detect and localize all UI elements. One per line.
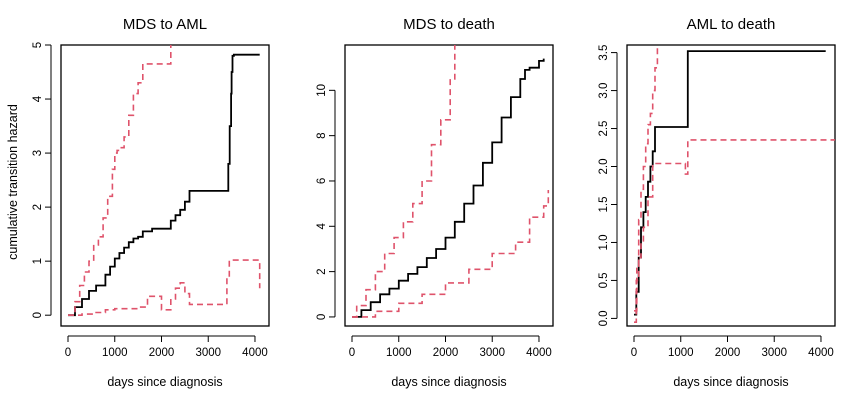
y-tick-label: 2.0 bbox=[598, 159, 610, 175]
x-tick-label: 1000 bbox=[386, 347, 412, 359]
x-tick-label: 4000 bbox=[808, 347, 834, 359]
y-tick-label: 0.5 bbox=[598, 272, 610, 288]
x-axis-label: days since diagnosis bbox=[673, 375, 788, 389]
lower-ci-line bbox=[68, 259, 261, 316]
y-tick-label: 8 bbox=[316, 132, 328, 138]
y-tick-label: 4 bbox=[32, 95, 44, 102]
x-tick-label: 1000 bbox=[102, 347, 128, 359]
plot-frame bbox=[60, 44, 270, 327]
y-tick-label: 2 bbox=[316, 268, 328, 274]
y-tick-label: 3 bbox=[32, 150, 44, 156]
y-tick-label: 1.0 bbox=[598, 234, 610, 250]
x-tick-label: 3000 bbox=[195, 347, 221, 359]
upper-ci-line bbox=[68, 45, 172, 316]
x-tick-label: 3000 bbox=[479, 347, 505, 359]
x-tick-label: 1000 bbox=[668, 347, 694, 359]
y-tick-label: 6 bbox=[316, 178, 328, 184]
estimate-line bbox=[634, 50, 826, 316]
x-tick-label: 0 bbox=[65, 347, 71, 359]
y-tick-label: 2.5 bbox=[598, 121, 610, 137]
x-axis-label: days since diagnosis bbox=[107, 375, 222, 389]
x-tick-label: 4000 bbox=[242, 347, 268, 359]
y-tick-label: 0.0 bbox=[598, 310, 610, 326]
lower-ci-line bbox=[634, 139, 835, 323]
x-tick-label: 2000 bbox=[149, 347, 175, 359]
panel-3: AML to death 0 1000 2000 3000 4000 0.0 0.5 1.0 1.… bbox=[598, 16, 836, 389]
y-tick-label: 10 bbox=[316, 84, 328, 97]
estimate-line bbox=[68, 53, 260, 317]
series-group bbox=[352, 45, 550, 318]
estimate-line bbox=[352, 58, 545, 318]
x-tick-label: 0 bbox=[349, 347, 355, 359]
upper-ci-line bbox=[352, 45, 456, 318]
plot-frame bbox=[344, 44, 554, 327]
y-tick-label: 4 bbox=[316, 222, 328, 229]
y-tick-label: 1.5 bbox=[598, 196, 610, 212]
series-group bbox=[634, 45, 835, 323]
y-tick-label: 0 bbox=[32, 312, 44, 318]
panel-title: AML to death bbox=[687, 16, 776, 33]
y-tick-label: 5 bbox=[32, 42, 44, 48]
panel-title: MDS to AML bbox=[123, 16, 207, 33]
upper-ci-line bbox=[634, 45, 659, 312]
y-tick-label: 2 bbox=[32, 204, 44, 210]
y-tick-label: 0 bbox=[316, 314, 328, 320]
x-tick-label: 0 bbox=[631, 347, 637, 359]
plot-frame bbox=[626, 44, 836, 327]
x-tick-label: 2000 bbox=[433, 347, 459, 359]
y-tick-label: 3.0 bbox=[598, 83, 610, 99]
lower-ci-line bbox=[352, 190, 550, 318]
series-group bbox=[68, 45, 261, 317]
x-tick-label: 4000 bbox=[526, 347, 552, 359]
x-tick-label: 3000 bbox=[761, 347, 787, 359]
x-axis-label: days since diagnosis bbox=[391, 375, 506, 389]
panel-2: MDS to death 0 1000 2000 3000 4000 0 2 4 6 8 10 days… bbox=[316, 16, 554, 389]
panel-1: MDS to AML 0 1000 2000 3000 4000 0 1 2 3 4 5 days si… bbox=[32, 16, 270, 389]
y-tick-label: 3.5 bbox=[598, 45, 610, 61]
y-tick-label: 1 bbox=[32, 258, 44, 264]
y-axis-label: cumulative transition hazard bbox=[6, 104, 20, 260]
x-tick-label: 2000 bbox=[715, 347, 741, 359]
panel-title: MDS to death bbox=[403, 16, 495, 33]
